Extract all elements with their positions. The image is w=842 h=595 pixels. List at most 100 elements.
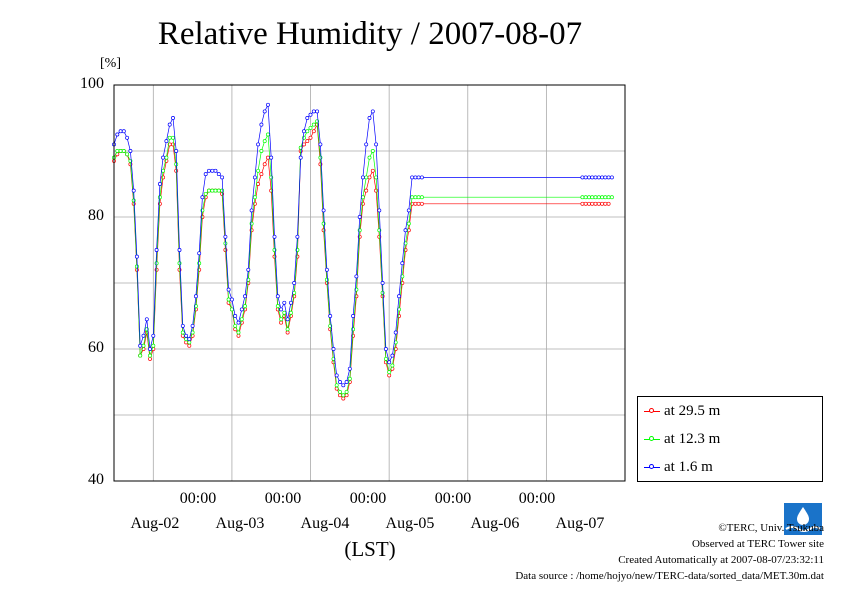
data-point [302, 142, 306, 147]
legend-label: at 12.3 m [664, 431, 721, 447]
data-point [593, 195, 598, 200]
data-point [364, 142, 369, 147]
data-point [252, 195, 257, 200]
data-point [157, 182, 162, 186]
x-time-label: 00:00 [349, 490, 387, 507]
data-point [164, 155, 169, 160]
legend-marker-icon [644, 408, 660, 414]
data-point [390, 363, 395, 368]
data-point [266, 132, 270, 137]
data-point [383, 347, 388, 351]
data-point [403, 248, 408, 252]
credits: ©TERC, Univ. Tsukuba Observed at TERC To… [515, 520, 824, 584]
data-point [593, 201, 598, 206]
x-date-label: Aug-05 [385, 515, 435, 532]
legend-marker-icon [644, 436, 660, 442]
data-point [151, 333, 156, 338]
data-point [580, 195, 585, 200]
data-point [587, 201, 591, 206]
data-point [374, 142, 379, 147]
data-point [262, 139, 267, 144]
x-time-label: 00:00 [179, 490, 217, 507]
data-point [207, 188, 211, 193]
data-point [413, 195, 418, 200]
data-point [347, 376, 352, 381]
data-point [279, 320, 284, 325]
data-point [213, 188, 218, 193]
data-point [344, 389, 349, 394]
data-point [311, 129, 316, 134]
data-point [354, 294, 359, 299]
data-point [298, 155, 303, 160]
data-point [138, 353, 143, 358]
x-time-label: 00:00 [264, 490, 302, 507]
data-point [603, 175, 608, 180]
data-point [171, 135, 175, 140]
data-point [387, 373, 392, 378]
copyright-text: ©TERC, Univ. Tsukuba [718, 522, 824, 534]
data-point [406, 208, 411, 213]
data-point [311, 109, 316, 114]
data-point [606, 175, 611, 180]
data-point [416, 201, 421, 206]
legend-item: at 29.5 m [644, 401, 720, 421]
data-point [406, 221, 411, 226]
data-point [308, 125, 313, 130]
data-point [141, 333, 146, 338]
data-point [387, 360, 392, 365]
data-point [282, 310, 287, 315]
data-point [138, 343, 143, 348]
data-point [259, 172, 264, 177]
data-point [370, 109, 375, 114]
data-point [583, 201, 588, 206]
data-point [403, 228, 408, 233]
data-point [236, 320, 241, 325]
data-point [187, 340, 192, 345]
data-point [357, 215, 362, 219]
data-point [236, 333, 241, 338]
data-point [383, 356, 388, 361]
data-point [121, 129, 126, 134]
legend-label: at 29.5 m [664, 403, 721, 419]
data-point [609, 175, 614, 180]
data-point [279, 307, 284, 312]
data-point [184, 340, 189, 345]
data-point [220, 175, 225, 180]
data-point [213, 168, 218, 173]
data-point [285, 327, 290, 332]
data-point [216, 188, 221, 193]
data-point [272, 234, 277, 239]
data-point [223, 234, 228, 239]
data-point [413, 175, 418, 180]
data-point [279, 317, 284, 322]
data-point [285, 330, 290, 335]
data-point [233, 314, 238, 318]
series-line [113, 120, 612, 396]
data-point [419, 201, 424, 206]
legend-marker-icon [644, 464, 660, 470]
data-point [177, 248, 182, 252]
data-point [364, 175, 369, 180]
data-point [125, 152, 130, 157]
y-tick-label: 80 [88, 207, 104, 224]
data-point [387, 370, 392, 375]
y-tick-label: 40 [88, 471, 104, 488]
data-point [121, 149, 126, 153]
data-point [302, 129, 306, 134]
data-point [603, 195, 608, 200]
data-point [216, 172, 221, 177]
data-point [285, 317, 290, 322]
plot-frame [113, 84, 626, 482]
data-point [174, 162, 179, 167]
data-point [305, 116, 310, 120]
data-point [341, 396, 346, 401]
data-point [275, 304, 280, 309]
data-point [344, 380, 349, 384]
data-point [190, 323, 195, 328]
data-point [210, 168, 215, 173]
data-point [328, 314, 333, 318]
data-point [580, 175, 585, 180]
data-source-text: Data source : /home/hojyo/new/TERC-data/… [515, 570, 824, 582]
data-point [239, 307, 244, 312]
